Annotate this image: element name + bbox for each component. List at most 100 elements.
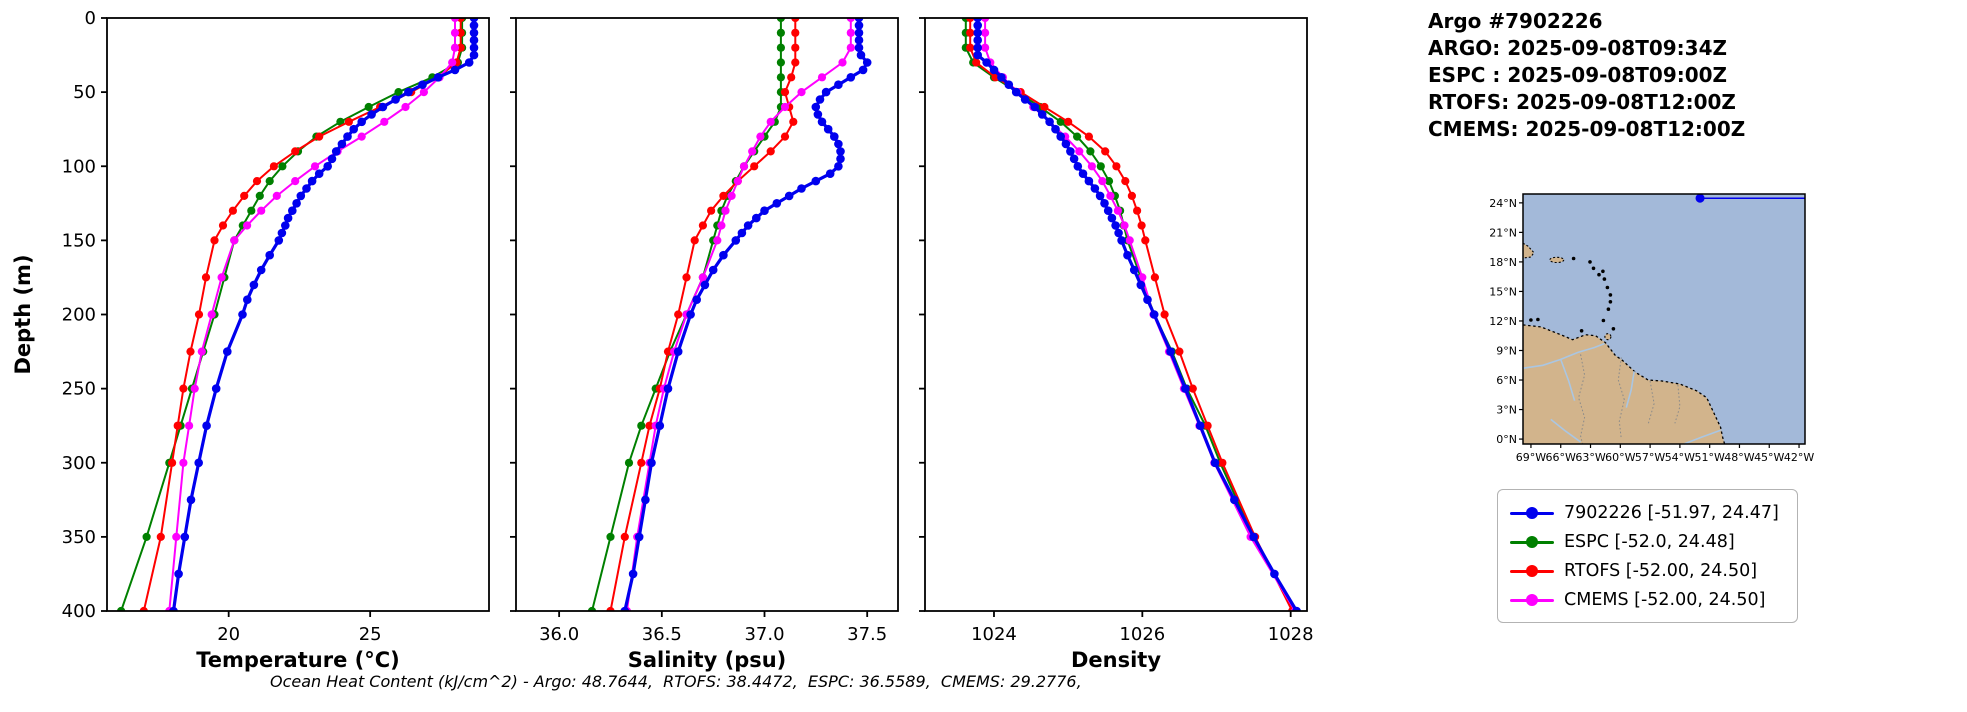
island-dot xyxy=(1606,307,1611,311)
marker-argo xyxy=(302,184,311,193)
marker-argo xyxy=(982,58,991,67)
marker-argo xyxy=(836,154,845,164)
legend-item-espc: ESPC [-52.0, 24.48] xyxy=(1510,527,1779,556)
y-tick-label: 200 xyxy=(62,305,96,326)
marker-rtofs xyxy=(344,117,353,126)
map-lon-label: 54°W xyxy=(1665,451,1695,464)
marker-espc xyxy=(278,162,287,171)
axes-frame xyxy=(515,17,899,612)
marker-rtofs xyxy=(1141,236,1150,245)
island-dot xyxy=(1529,318,1533,322)
marker-argo xyxy=(825,169,835,178)
marker-rtofs xyxy=(690,236,699,245)
marker-espc xyxy=(637,421,646,430)
marker-argo xyxy=(169,606,178,611)
marker-espc xyxy=(336,117,345,126)
map-lat-label: 0°N xyxy=(1496,433,1517,446)
marker-cmems xyxy=(981,28,990,37)
marker-cmems xyxy=(207,310,216,319)
y-tick-label: 400 xyxy=(62,601,96,622)
marker-argo xyxy=(854,21,864,30)
marker-rtofs xyxy=(1160,310,1169,319)
marker-argo xyxy=(811,102,821,112)
legend-dot xyxy=(1526,506,1538,519)
marker-argo xyxy=(834,162,843,171)
country-border xyxy=(1647,380,1655,425)
marker-cmems xyxy=(230,236,239,245)
marker-cmems xyxy=(1087,162,1096,171)
series-line-cmems xyxy=(625,18,852,611)
marker-rtofs xyxy=(791,58,800,67)
river xyxy=(1625,371,1635,408)
marker-argo xyxy=(973,35,982,45)
marker-argo xyxy=(391,95,400,104)
x-axis-label: Density xyxy=(1071,648,1161,672)
marker-rtofs xyxy=(210,236,219,245)
marker-cmems xyxy=(713,236,722,245)
marker-argo xyxy=(281,221,290,230)
marker-argo xyxy=(686,310,695,319)
x-tick-label: 36.0 xyxy=(539,624,579,645)
marker-argo xyxy=(743,221,753,230)
marker-rtofs xyxy=(966,43,975,52)
island-puerto-rico xyxy=(1549,256,1565,264)
marker-cmems xyxy=(797,88,806,97)
marker-argo xyxy=(1056,132,1065,141)
marker-rtofs xyxy=(1188,384,1197,393)
marker-espc xyxy=(265,177,274,186)
river xyxy=(1522,342,1605,369)
marker-argo xyxy=(973,28,982,38)
marker-cmems xyxy=(739,162,749,171)
x-axis-label: Salinity (psu) xyxy=(628,648,787,672)
marker-rtofs xyxy=(645,421,654,430)
marker-argo xyxy=(202,421,211,431)
marker-argo xyxy=(772,199,782,208)
marker-espc xyxy=(142,532,151,542)
marker-argo xyxy=(277,228,287,238)
marker-espc xyxy=(587,606,597,611)
x-axis-label: Temperature (°C) xyxy=(196,648,399,672)
marker-argo xyxy=(817,117,827,127)
x-tick-label: 1024 xyxy=(971,624,1017,645)
marker-cmems xyxy=(419,88,428,97)
marker-argo xyxy=(1249,532,1258,542)
map-lat-label: 18°N xyxy=(1489,256,1517,269)
marker-argo xyxy=(836,147,845,156)
marker-cmems xyxy=(846,28,855,37)
y-tick-label: 350 xyxy=(62,527,96,548)
ohc-annotation: Ocean Heat Content (kJ/cm^2) - Argo: 48.… xyxy=(270,672,1082,691)
marker-cmems xyxy=(257,206,266,215)
marker-argo xyxy=(1095,191,1105,201)
marker-rtofs xyxy=(1150,273,1159,282)
marker-argo xyxy=(1066,147,1075,156)
legend-dot xyxy=(1526,535,1538,548)
map-lat-label: 24°N xyxy=(1489,197,1517,210)
island-trinidad xyxy=(1604,333,1612,341)
marker-argo xyxy=(256,265,266,275)
marker-espc xyxy=(117,606,126,611)
marker-argo xyxy=(1011,87,1021,97)
marker-argo xyxy=(274,236,284,245)
marker-argo xyxy=(858,65,868,75)
axes-frame xyxy=(924,17,1308,612)
marker-espc xyxy=(606,532,615,542)
marker-argo xyxy=(815,95,825,104)
marker-argo xyxy=(186,495,196,505)
map-lat-label: 12°N xyxy=(1489,315,1517,328)
island-dot xyxy=(1536,317,1540,322)
marker-espc xyxy=(394,88,403,97)
y-tick-label: 300 xyxy=(62,453,96,474)
marker-rtofs xyxy=(791,43,800,52)
marker-rtofs xyxy=(228,206,237,215)
legend-dot xyxy=(1526,564,1538,577)
header-line-1: ARGO: 2025-09-08T09:34Z xyxy=(1428,36,1727,60)
marker-argo xyxy=(1090,184,1100,193)
marker-rtofs xyxy=(1121,177,1130,186)
legend-marker-cmems xyxy=(1510,591,1554,609)
marker-argo xyxy=(404,87,413,97)
marker-rtofs xyxy=(787,73,796,82)
marker-rtofs xyxy=(179,384,188,393)
marker-argo xyxy=(323,162,333,171)
marker-cmems xyxy=(172,532,181,542)
marker-argo xyxy=(854,43,864,52)
